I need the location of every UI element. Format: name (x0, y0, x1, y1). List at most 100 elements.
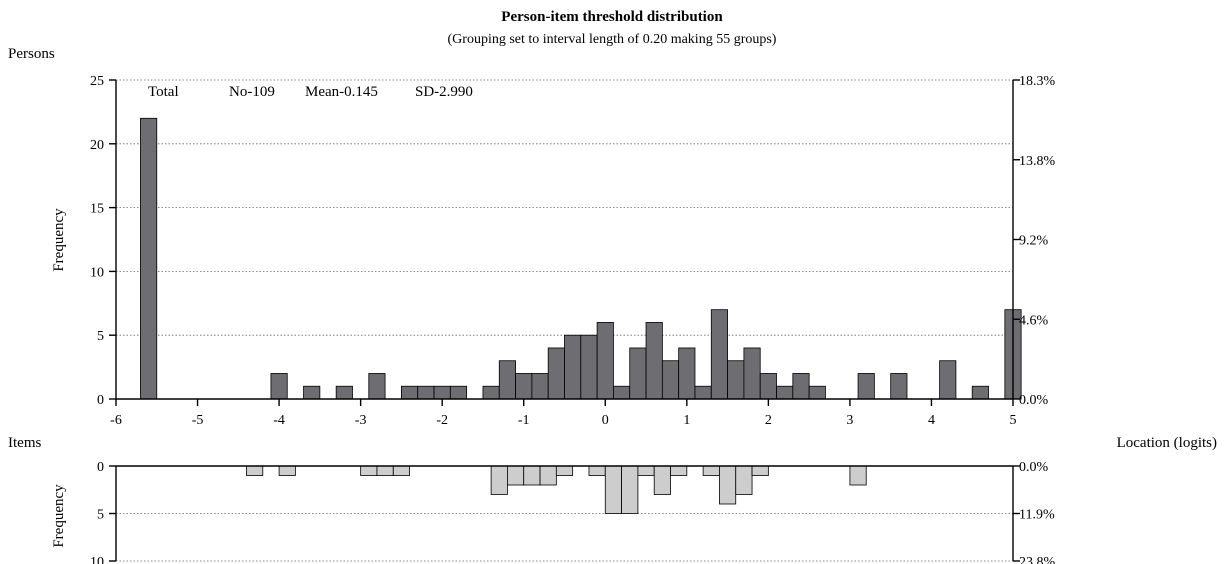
stats-sd: SD-2.990 (415, 84, 473, 100)
stats-count: No-109 (229, 84, 275, 100)
x-tick-label: -4 (273, 413, 285, 428)
persons-bar (759, 373, 777, 400)
persons-bar (417, 385, 435, 400)
persons-bar (710, 309, 728, 400)
persons-y-tick-label: 10 (90, 265, 104, 280)
x-tick-label: 1 (683, 413, 690, 428)
persons-right-tick-label: 0.0% (1019, 393, 1049, 408)
x-tick-label: 0 (602, 413, 609, 428)
items-bar (621, 465, 639, 514)
persons-y-tick-label: 20 (90, 138, 104, 153)
items-bar (719, 465, 737, 505)
persons-y-tick-label: 0 (97, 393, 104, 408)
persons-group-label: Persons (8, 46, 55, 62)
items-bar (653, 465, 671, 495)
persons-right-tick-label: 4.6% (1019, 313, 1049, 328)
items-y-tick-label: 5 (97, 508, 104, 523)
persons-bar (303, 385, 321, 400)
persons-bar (629, 347, 647, 400)
x-axis-label: Location (logits) (1117, 435, 1217, 451)
persons-bar (792, 373, 810, 400)
items-bar (523, 465, 541, 486)
persons-bar (564, 334, 582, 400)
items-bar (604, 465, 622, 514)
x-tick-label: -2 (436, 413, 448, 428)
persons-bar (401, 385, 419, 400)
persons-y-axis-label: Frequency (51, 208, 67, 272)
items-bar (637, 465, 655, 476)
items-bar (360, 465, 378, 476)
chart-title: Person-item threshold distribution (501, 9, 723, 25)
items-group-label: Items (8, 435, 41, 451)
items-bar (849, 465, 867, 486)
items-right-tick-label: 23.8% (1019, 555, 1056, 564)
x-tick-label: 5 (1010, 413, 1017, 428)
x-tick-label: -3 (355, 413, 367, 428)
persons-bar (140, 117, 158, 400)
items-bar (555, 465, 574, 476)
items-y-tick-label: 10 (90, 555, 104, 564)
persons-y-tick-label: 25 (90, 74, 104, 89)
persons-bar (613, 385, 631, 400)
x-tick-label: -5 (192, 413, 204, 428)
x-tick-label: -1 (518, 413, 530, 428)
items-y-axis-label: Frequency (51, 484, 67, 548)
persons-bar (645, 322, 663, 400)
items-bar (392, 465, 410, 476)
persons-bar (857, 373, 875, 400)
stats-mean: Mean-0.145 (305, 84, 378, 100)
persons-bar (808, 385, 826, 400)
persons-bar (743, 347, 761, 400)
persons-bar (531, 373, 549, 400)
persons-y-tick-label: 5 (97, 329, 104, 344)
persons-bar (368, 373, 386, 400)
persons-bar (498, 360, 516, 400)
items-bar (246, 465, 264, 476)
items-bar (670, 465, 688, 476)
x-tick-label: -6 (110, 413, 122, 428)
persons-right-tick-label: 18.3% (1019, 74, 1056, 89)
items-bar (278, 465, 296, 476)
items-bar (751, 465, 769, 476)
persons-bar (727, 360, 745, 400)
persons-bar (547, 347, 565, 400)
persons-bar (694, 385, 712, 400)
persons-bar (596, 322, 614, 400)
persons-bar (482, 385, 500, 400)
persons-bar (939, 360, 957, 400)
grid-lines (116, 79, 1013, 562)
persons-bar (433, 385, 451, 400)
items-right-tick-label: 11.9% (1019, 508, 1055, 523)
chart-subtitle: (Grouping set to interval length of 0.20… (448, 32, 777, 47)
items-bar (490, 465, 508, 495)
items-y-tick-label: 0 (97, 460, 104, 475)
x-tick-label: 2 (765, 413, 772, 428)
persons-bar (776, 385, 794, 400)
persons-bar (678, 347, 696, 400)
stats-total-label: Total (148, 84, 179, 100)
persons-bar (661, 360, 680, 400)
persons-bar (270, 373, 288, 400)
x-tick-label: 4 (928, 413, 935, 428)
chart-axes (109, 79, 1020, 562)
items-bar (507, 465, 525, 486)
items-bar (539, 465, 557, 486)
items-bar (735, 465, 753, 495)
persons-bar (580, 334, 598, 400)
persons-bar (335, 385, 353, 400)
persons-bar (449, 385, 468, 400)
items-bar (702, 465, 720, 476)
persons-y-tick-label: 15 (90, 202, 104, 217)
persons-bar (890, 373, 908, 400)
x-tick-label: 3 (846, 413, 853, 428)
persons-bar (515, 373, 533, 400)
items-bar (376, 465, 394, 476)
persons-right-tick-label: 9.2% (1019, 234, 1049, 249)
persons-right-tick-label: 13.8% (1019, 154, 1056, 169)
items-bar (588, 465, 606, 476)
histogram-bars (140, 117, 1022, 514)
items-right-tick-label: 0.0% (1019, 460, 1049, 475)
persons-bar (971, 385, 989, 400)
